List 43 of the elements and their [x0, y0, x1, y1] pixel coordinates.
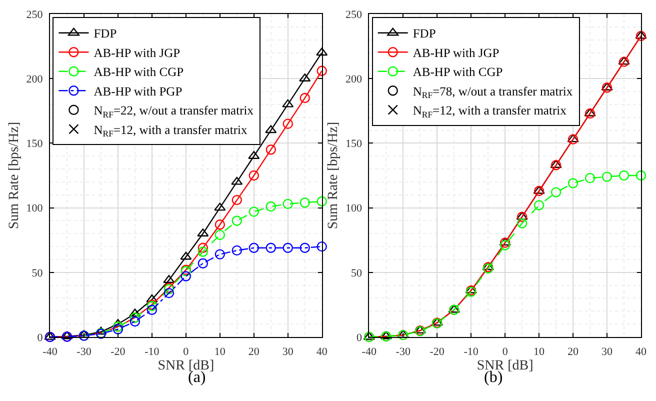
legend-label: FDP [412, 26, 436, 41]
x-tick-label: 0 [183, 346, 190, 358]
y-axis-title: Sum Rate [bps/Hz] [326, 122, 342, 230]
legend-label: AB-HP with CGP [412, 65, 503, 80]
x-tick-label: 10 [214, 346, 226, 358]
x-tick-label: 40 [316, 346, 328, 358]
x-tick-label: -10 [144, 346, 160, 358]
y-axis-title: Sum Rate [bps/Hz] [6, 122, 22, 230]
legend-label: N$_{RF}$=12, with a transfer matrix [94, 122, 248, 139]
legend-label: N$_{RF}$=78, w/out a transfer matrix [412, 84, 574, 100]
y-tick-label: 250 [345, 8, 362, 21]
y-tick-label: 0 [37, 332, 44, 344]
y-tick-label: 50 [32, 267, 44, 280]
x-tick-label: 20 [248, 346, 260, 358]
legend-label: N$_{RF}$=12, with a transfer matrix [412, 104, 568, 120]
y-tick-label: 150 [345, 138, 362, 150]
x-tick-label: 30 [602, 346, 614, 358]
legend-label: N$_{RF}$=22, w/out a transfer matrix [94, 104, 254, 120]
y-tick-label: 150 [26, 138, 44, 150]
x-tick-label: -20 [110, 346, 126, 358]
x-tick-label: -40 [42, 346, 58, 358]
x-tick-label: 10 [534, 346, 546, 358]
x-tick-label: 20 [568, 346, 580, 358]
x-tick-label: 40 [636, 346, 647, 358]
legend-label: AB-HP with JGP [94, 46, 180, 60]
legend-label: AB-HP with PGP [94, 84, 182, 98]
legend-label: AB-HP with JGP [412, 46, 500, 60]
x-tick-label: -30 [76, 346, 92, 358]
x-tick-label: 30 [282, 346, 294, 358]
y-tick-label: 50 [350, 267, 362, 280]
y-tick-label: 200 [26, 73, 44, 86]
legend-label: AB-HP with CGP [94, 65, 184, 80]
legend-label: FDP [94, 26, 117, 41]
x-tick-label: -40 [362, 346, 377, 358]
y-tick-label: 200 [345, 73, 362, 86]
y-tick-label: 250 [26, 8, 44, 21]
y-tick-label: 0 [356, 332, 362, 344]
x-tick-label: -30 [396, 346, 411, 358]
x-tick-label: 0 [502, 346, 508, 358]
y-tick-label: 100 [345, 202, 362, 215]
y-tick-label: 100 [26, 202, 44, 215]
x-tick-label: -10 [464, 346, 479, 358]
x-tick-label: -20 [430, 346, 445, 358]
